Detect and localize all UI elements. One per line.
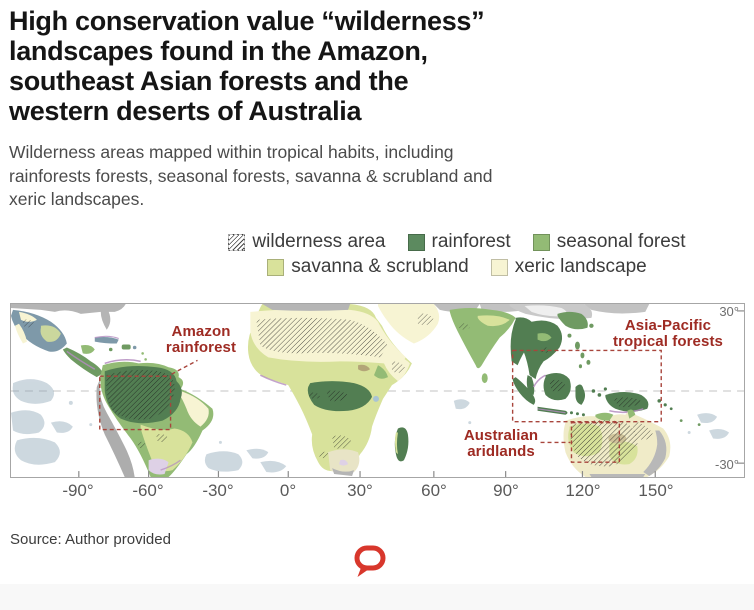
legend-row-1: wilderness area rainforest seasonal fore… [228, 231, 686, 253]
longitude-label: -60° [132, 481, 164, 500]
asia [449, 304, 650, 395]
annotation-line: rainforest [165, 339, 237, 356]
annotation-line: tropical forests [613, 333, 723, 350]
title-line: southeast Asian forests and the [9, 66, 409, 96]
rainforest-swatch [407, 233, 425, 251]
world-map-graphic [11, 304, 744, 477]
indonesia-new-guinea [512, 372, 701, 426]
north-america [11, 304, 126, 378]
philippines [574, 341, 591, 369]
title-line: western deserts of Australia [9, 96, 362, 126]
longitude-label: 120° [565, 481, 601, 500]
region-boxes [99, 349, 662, 463]
longitude-label: -30° [202, 481, 234, 500]
annotation-line: aridlands [467, 443, 535, 460]
australia-annotation: Australian aridlands [451, 428, 551, 460]
subtitle-line: rainforests forests, seasonal forests, s… [9, 165, 493, 186]
amazon-region-box [99, 375, 172, 431]
subtitle-line: xeric landscapes. [9, 189, 145, 209]
speech-bubble-icon [354, 545, 386, 577]
bottom-strip [0, 584, 754, 610]
longitude-label: -90° [62, 481, 94, 500]
longitude-label: 60° [421, 481, 447, 500]
asia-pacific-annotation: Asia-Pacific tropical forests [594, 318, 742, 350]
longitude-ticks [78, 471, 656, 477]
madagascar [394, 427, 409, 462]
legend-item-savanna: savanna & scrubland [267, 256, 469, 278]
seasonal-forest-swatch [532, 233, 550, 251]
annotation-line: Australian [463, 427, 539, 444]
annotation-line: Asia-Pacific [624, 317, 712, 334]
latitude-label-bottom: -30° [715, 457, 739, 472]
longitude-label: 90° [493, 481, 519, 500]
subtitle-line: Wilderness areas mapped within tropical … [9, 142, 454, 162]
legend-label: wilderness area [252, 231, 386, 252]
annotation-line: Amazon [171, 323, 231, 340]
longitude-label: 150° [638, 481, 674, 500]
longitude-label: 30° [347, 481, 373, 500]
page-title: High conservation value “wilderness” lan… [9, 6, 729, 126]
legend-item-wilderness: wilderness area [228, 231, 386, 253]
australia-region-box [570, 421, 621, 463]
longitude-label: 0° [279, 481, 297, 500]
legend-item-rainforest: rainforest [407, 231, 511, 253]
legend-item-xeric: xeric landscape [490, 256, 647, 278]
latitude-label-top: 30° [719, 304, 739, 319]
legend-row-2: savanna & scrubland xeric landscape [267, 256, 647, 278]
amazon-leader-line [171, 359, 198, 375]
asia-pacific-region-box [511, 349, 662, 423]
legend-label: xeric landscape [514, 256, 647, 277]
title-line: High conservation value “wilderness” [9, 6, 485, 36]
savanna-scrubland-swatch [267, 258, 285, 276]
world-map: Amazon rainforest Asia-Pacific tropical … [10, 303, 745, 478]
title-line: landscapes found in the Amazon, [9, 36, 428, 66]
amazon-annotation: Amazon rainforest [151, 324, 251, 356]
australia [563, 409, 671, 477]
wilderness-area-swatch [228, 233, 246, 251]
legend-label: seasonal forest [556, 231, 686, 252]
latitude-ticks [737, 310, 744, 464]
africa [247, 304, 412, 477]
the-conversation-logo [351, 545, 389, 581]
legend-label: savanna & scrubland [291, 256, 469, 277]
ocean-speckles [11, 379, 730, 473]
legend-label: rainforest [431, 231, 511, 252]
south-america [96, 358, 214, 477]
source-credit: Source: Author provided [10, 531, 171, 548]
xeric-landscape-swatch [490, 258, 508, 276]
caribbean-islands [94, 335, 147, 361]
subtitle: Wilderness areas mapped within tropical … [9, 141, 729, 212]
legend: wilderness area rainforest seasonal fore… [160, 231, 754, 278]
legend-item-seasonal-forest: seasonal forest [532, 231, 686, 253]
